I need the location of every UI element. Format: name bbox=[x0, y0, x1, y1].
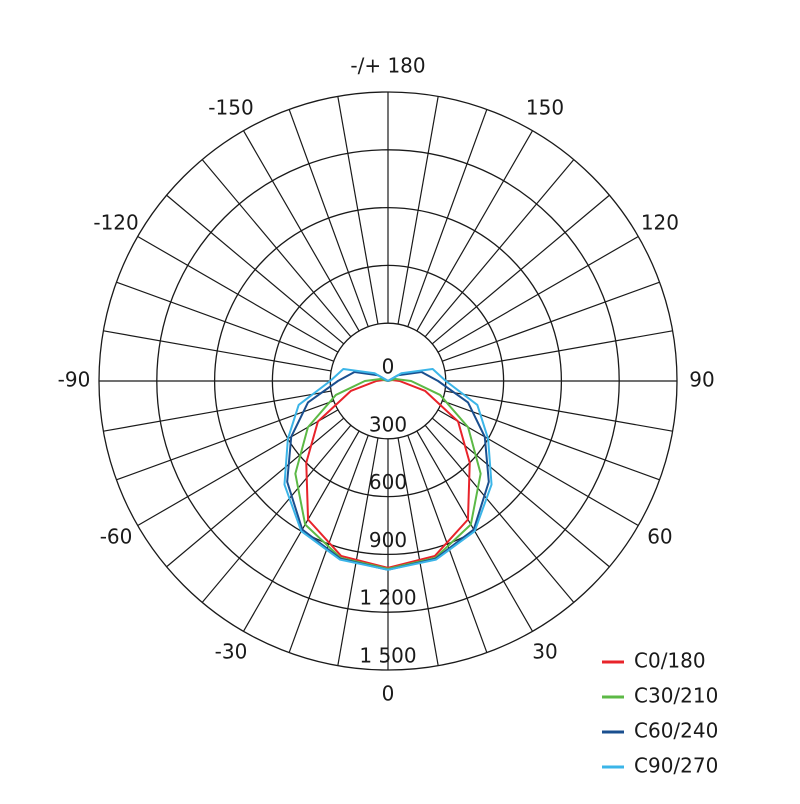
angle-tick-label: -120 bbox=[93, 211, 138, 235]
legend-label: C30/210 bbox=[634, 684, 718, 708]
grid-spoke bbox=[242, 130, 360, 332]
grid-spoke bbox=[116, 281, 334, 362]
r-tick-label: 300 bbox=[369, 412, 407, 436]
grid-spoke bbox=[397, 437, 439, 666]
angle-tick-label: -60 bbox=[100, 525, 133, 549]
grid-spoke bbox=[437, 409, 639, 527]
grid-spoke bbox=[166, 417, 345, 568]
r-tick-label: 600 bbox=[369, 470, 407, 494]
grid-spoke bbox=[407, 435, 488, 653]
legend-label: C60/240 bbox=[634, 719, 718, 743]
grid-spoke bbox=[201, 159, 352, 338]
r-tick-label: 900 bbox=[369, 528, 407, 552]
grid-spoke bbox=[431, 194, 610, 345]
grid-spoke bbox=[116, 400, 334, 481]
r-tick-label: 1 500 bbox=[359, 644, 416, 668]
grid-spoke bbox=[424, 159, 575, 338]
grid-spoke bbox=[337, 96, 379, 325]
grid-spoke bbox=[437, 235, 639, 353]
grid-spoke bbox=[288, 435, 369, 653]
angle-tick-label: 0 bbox=[382, 682, 395, 706]
angle-tick-label: -30 bbox=[215, 639, 248, 663]
angle-tick-label: -150 bbox=[208, 96, 253, 120]
grid-spoke bbox=[103, 390, 332, 432]
grid-spoke bbox=[442, 400, 660, 481]
angle-tick-label: -90 bbox=[58, 368, 91, 392]
legend-label: C0/180 bbox=[634, 649, 706, 673]
grid-spoke bbox=[416, 130, 534, 332]
grid-spoke bbox=[444, 330, 673, 372]
angle-tick-label: 60 bbox=[647, 525, 672, 549]
angle-tick-label: 120 bbox=[641, 211, 679, 235]
grid-spoke bbox=[397, 96, 439, 325]
grid-spoke bbox=[407, 109, 488, 327]
legend-label: C90/270 bbox=[634, 754, 718, 778]
grid-spoke bbox=[288, 109, 369, 327]
angle-tick-label: 90 bbox=[689, 368, 714, 392]
grid-spoke bbox=[201, 424, 352, 603]
grid-spoke bbox=[442, 281, 660, 362]
grid-spoke bbox=[424, 424, 575, 603]
grid-spoke bbox=[103, 330, 332, 372]
series-line bbox=[283, 368, 493, 571]
r-tick-label: 0 bbox=[382, 355, 395, 379]
angle-tick-label: 30 bbox=[532, 639, 557, 663]
angle-tick-label: -/+ 180 bbox=[350, 54, 425, 78]
grid-spoke bbox=[337, 437, 379, 666]
grid-spoke bbox=[137, 235, 339, 353]
grid-spoke bbox=[431, 417, 610, 568]
angle-tick-label: 150 bbox=[526, 96, 564, 120]
grid-spoke bbox=[444, 390, 673, 432]
r-tick-label: 1 200 bbox=[359, 586, 416, 610]
grid-spoke bbox=[137, 409, 339, 527]
grid-spoke bbox=[166, 194, 345, 345]
